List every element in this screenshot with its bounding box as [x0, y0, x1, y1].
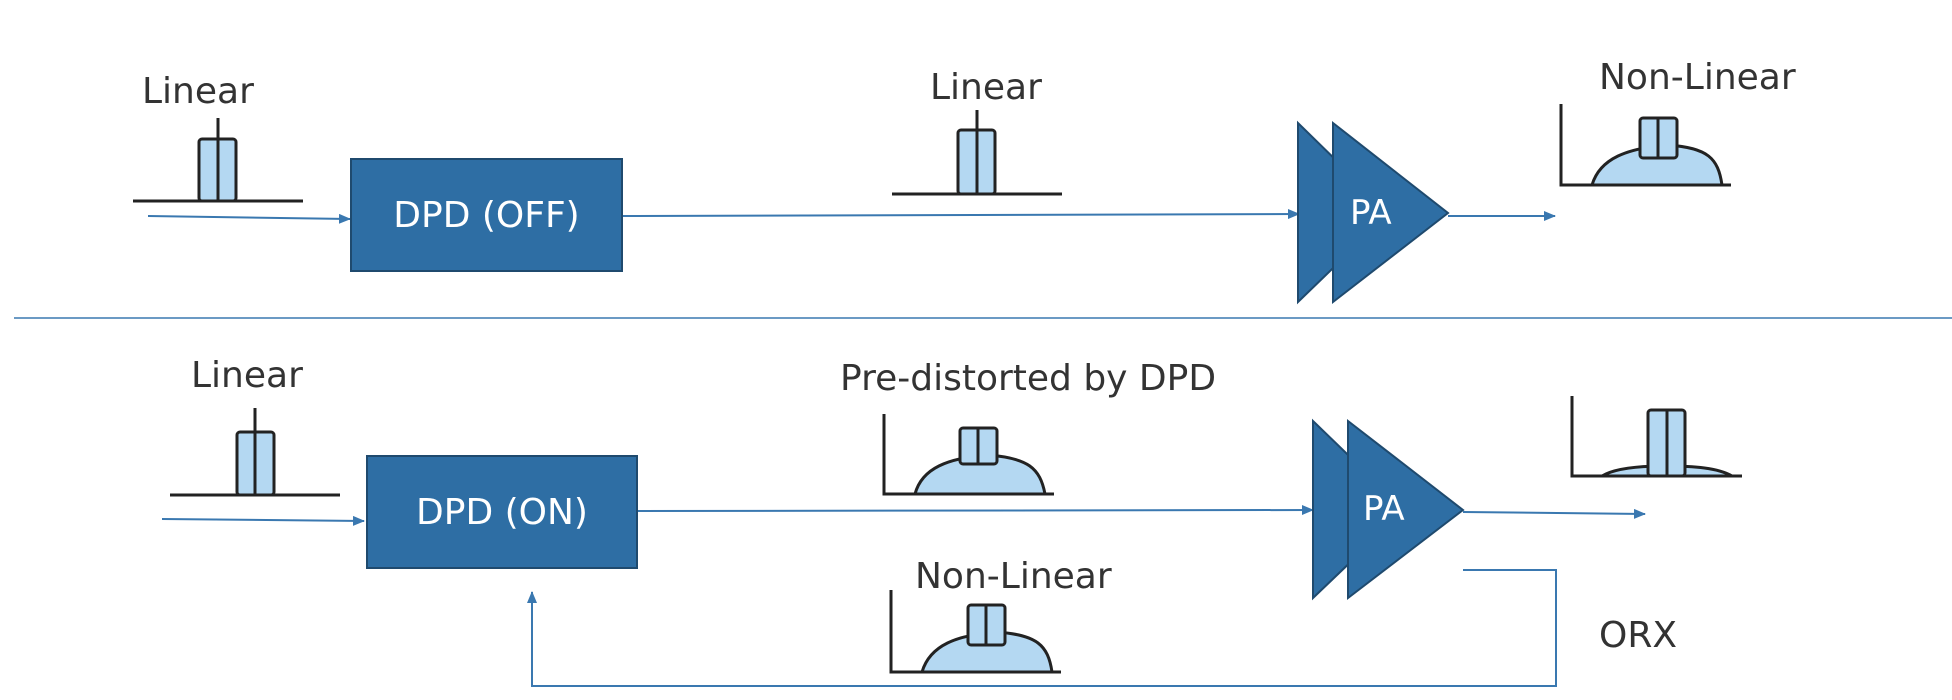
top-output-spectrum	[1559, 104, 1731, 187]
top-dpd-block: DPD (OFF)	[350, 158, 623, 272]
top-pa-label: PA	[1350, 193, 1392, 233]
orx-feedback-path	[527, 569, 1557, 687]
bottom-dpd-to-pa-arrow	[636, 505, 1314, 516]
bottom-output-arrow	[1462, 508, 1646, 519]
bottom-output-spectrum	[1570, 396, 1742, 478]
bottom-mid-label: Pre-distorted by DPD	[840, 358, 1217, 399]
bottom-pa-label: PA	[1363, 489, 1405, 529]
bottom-pa-amplifier	[1312, 418, 1465, 601]
bottom-predistorted-spectrum	[882, 414, 1054, 496]
top-pa-amplifier	[1297, 120, 1450, 305]
top-mid-spectrum	[892, 110, 1062, 196]
top-mid-label: Linear	[930, 67, 1042, 108]
top-dpd-to-pa-arrow	[622, 209, 1300, 220]
top-input-label: Linear	[142, 71, 254, 112]
orx-label: ORX	[1599, 615, 1678, 656]
bottom-input-spectrum	[170, 408, 340, 497]
feedback-label: Non-Linear	[915, 556, 1112, 597]
bottom-input-label: Linear	[191, 355, 303, 396]
top-output-label: Non-Linear	[1599, 57, 1796, 98]
top-input-arrow	[147, 213, 351, 224]
bottom-dpd-block: DPD (ON)	[366, 455, 638, 569]
top-input-spectrum	[133, 118, 303, 203]
bottom-input-arrow	[161, 515, 365, 526]
feedback-spectrum	[889, 590, 1061, 674]
